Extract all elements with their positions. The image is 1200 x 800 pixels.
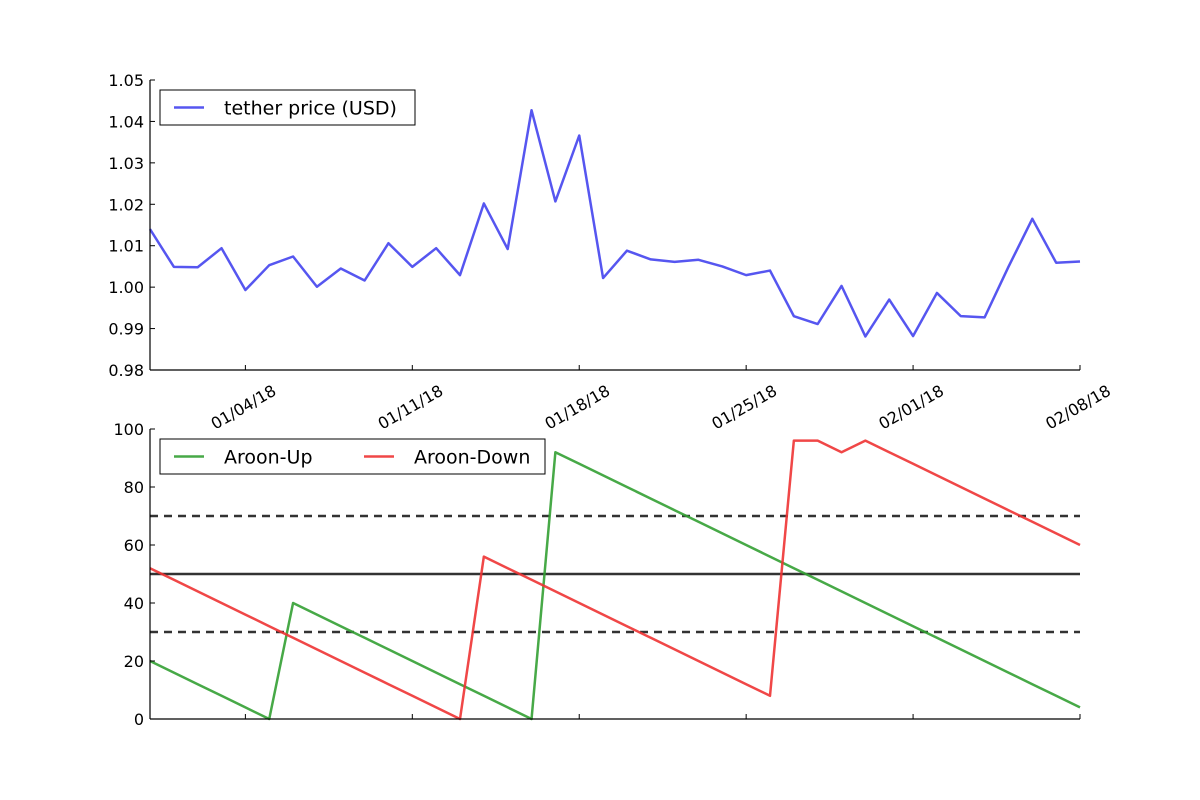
aroon-chart-y-tick-label: 60 <box>124 536 144 555</box>
aroon-chart-legend: Aroon-Up Aroon-Down <box>159 438 546 475</box>
aroon-chart-legend-label: Aroon-Up <box>224 447 313 469</box>
price-chart-legend-label: tether price (USD) <box>224 98 397 120</box>
price-chart-series-line-tether-price-usd <box>148 108 1081 338</box>
price-chart-y-tick-label: 0.98 <box>108 361 144 380</box>
price-chart-legend: tether price (USD) <box>159 89 416 126</box>
aroon-chart-legend-box <box>159 438 546 475</box>
price-chart-y-tick-label: 1.04 <box>108 112 144 131</box>
aroon-chart-y-tick-label: 100 <box>113 420 144 439</box>
aroon-chart-series-line-aroon-up <box>149 450 1081 721</box>
aroon-chart-series <box>149 439 1081 721</box>
aroon-chart-y-tick-label: 20 <box>124 652 144 671</box>
aroon-chart-panel: 0 20 40 60 80 100 Aroon-Up Aroon-Down <box>113 420 1081 729</box>
price-chart-y-tick-label: 1.05 <box>108 71 144 90</box>
price-chart-y-tick-label: 1.00 <box>108 278 144 297</box>
aroon-chart-y-tick-label: 80 <box>124 478 144 497</box>
aroon-chart-y-tick-label: 40 <box>124 594 144 613</box>
price-chart-series <box>148 108 1081 338</box>
aroon-chart-axes: 0 20 40 60 80 100 <box>113 420 1081 729</box>
aroon-chart-series-line-aroon-down <box>149 439 1081 721</box>
aroon-chart-legend-label: Aroon-Down <box>414 447 530 469</box>
aroon-chart-y-tick-label: 0 <box>134 710 144 729</box>
price-chart-y-tick-label: 1.01 <box>108 237 144 256</box>
price-chart-y-tick-label: 1.03 <box>108 154 144 173</box>
price-chart-y-tick-label: 0.99 <box>108 320 144 339</box>
price-chart-y-tick-label: 1.02 <box>108 195 144 214</box>
